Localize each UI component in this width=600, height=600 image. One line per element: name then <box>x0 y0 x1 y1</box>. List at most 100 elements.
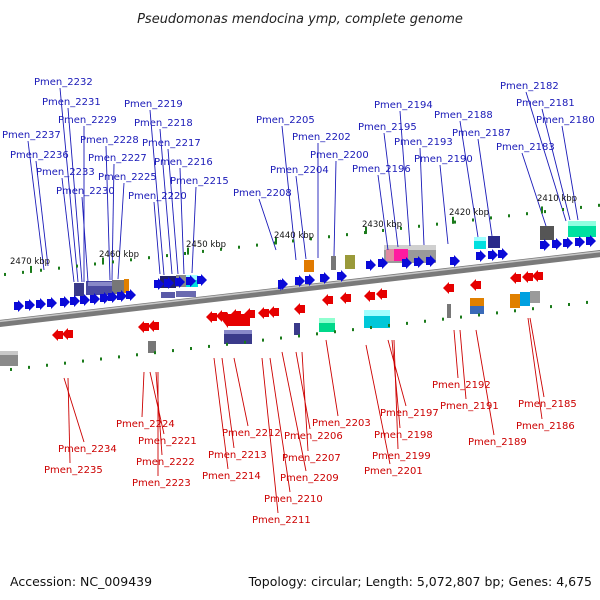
gene-label: Pmen_2237 <box>2 130 61 141</box>
domain-box <box>530 291 540 303</box>
reverse-gene-arrow <box>268 306 279 318</box>
scale-label: 2450 kbp <box>186 240 226 250</box>
domain-box <box>294 323 300 335</box>
gene-label: Pmen_2189 <box>468 437 527 448</box>
leader-line <box>383 132 399 248</box>
scale-label: 2440 kbp <box>274 231 314 241</box>
domain-box <box>394 249 408 261</box>
forward-gene-arrow <box>14 300 24 312</box>
tick-mark <box>82 359 84 363</box>
leader-line <box>365 344 391 465</box>
leader-line <box>541 108 571 221</box>
forward-gene-arrow <box>337 270 347 282</box>
tick-mark <box>184 252 186 256</box>
major-tick <box>102 257 104 265</box>
major-tick <box>365 226 367 234</box>
gene-label: Pmen_2233 <box>36 167 95 178</box>
tick-mark <box>382 228 384 232</box>
gene-label: Pmen_2214 <box>202 471 261 482</box>
leader-line <box>261 357 279 514</box>
tick-mark <box>454 220 456 224</box>
reverse-gene-arrow <box>340 292 351 304</box>
leader-line <box>333 160 337 257</box>
domain-box <box>384 245 436 250</box>
tick-mark <box>580 205 582 209</box>
leader-line <box>141 371 145 418</box>
gene-label: Pmen_2227 <box>88 153 147 164</box>
leader-line <box>149 109 165 276</box>
gene-label: Pmen_2234 <box>58 444 117 455</box>
tick-mark <box>544 210 546 214</box>
leader-line <box>167 148 179 275</box>
leader-line <box>159 128 173 275</box>
domain-boxes <box>0 221 596 366</box>
gene-label: Pmen_2188 <box>434 110 493 121</box>
tick-mark <box>442 317 444 321</box>
forward-gene-arrow <box>305 274 315 286</box>
tick-mark <box>220 247 222 251</box>
reverse-gene-arrow <box>532 270 543 282</box>
forward-gene-arrow <box>378 257 388 269</box>
gene-label: Pmen_2217 <box>142 138 201 149</box>
gene-label: Pmen_2212 <box>222 428 281 439</box>
scale-labels: 2470 kbp 2460 kbp 2450 kbp 2440 kbp 2430 kbp… <box>10 194 577 267</box>
gene-label: Pmen_2191 <box>440 401 499 412</box>
gene-label: Pmen_2187 <box>452 128 511 139</box>
domain-box <box>470 306 484 314</box>
leader-line <box>191 186 197 274</box>
gene-label: Pmen_2204 <box>270 165 329 176</box>
leader-line <box>477 138 493 237</box>
domain-box <box>510 294 520 308</box>
leader-line <box>269 357 291 493</box>
tick-mark <box>316 332 318 336</box>
gene-label: Pmen_2208 <box>233 188 292 199</box>
tick-mark <box>190 347 192 351</box>
gene-label: Pmen_2215 <box>170 176 229 187</box>
tick-mark <box>598 203 600 207</box>
tick-mark <box>478 313 480 317</box>
leader-line <box>453 329 459 379</box>
gene-label: Pmen_2182 <box>500 81 559 92</box>
forward-gene-arrow <box>402 257 412 269</box>
leader-line <box>399 110 411 247</box>
scale-ticks <box>4 203 600 371</box>
forward-gene-arrow <box>117 290 127 302</box>
forward-gene-arrow <box>476 250 486 262</box>
domain-box <box>331 256 336 270</box>
tick-mark <box>172 349 174 353</box>
tick-mark <box>586 300 588 304</box>
gene-label: Pmen_2216 <box>154 157 213 168</box>
tick-mark <box>490 216 492 220</box>
reverse-gene-arrow <box>470 279 481 291</box>
domain-box <box>319 318 335 323</box>
leader-line <box>35 160 49 267</box>
gene-label: Pmen_2200 <box>310 150 369 161</box>
forward-gene-arrow <box>80 294 90 306</box>
gene-label: Pmen_2232 <box>34 77 93 88</box>
domain-box <box>470 298 484 306</box>
forward-gene-arrow <box>563 237 573 249</box>
leader-line <box>475 329 495 436</box>
gene-label: Pmen_2223 <box>132 478 191 489</box>
scale-label: 2430 kbp <box>362 220 402 230</box>
gene-label: Pmen_2197 <box>380 408 439 419</box>
genome-backbone <box>0 250 600 327</box>
reverse-gene-arrow <box>322 294 333 306</box>
tick-mark <box>508 214 510 218</box>
forward-gene-arrow <box>197 274 207 286</box>
gene-label: Pmen_2194 <box>374 100 433 111</box>
leader-line <box>295 351 311 430</box>
leader-line <box>281 125 297 261</box>
tick-mark <box>4 272 6 276</box>
forward-gene-arrow <box>36 298 46 310</box>
forward-gene-arrow <box>295 275 305 287</box>
domain-box <box>474 237 486 241</box>
reverse-gene-arrow <box>148 320 159 332</box>
gene-label: Pmen_2181 <box>516 98 575 109</box>
leader-line <box>439 164 449 245</box>
tick-mark <box>310 237 312 241</box>
tick-mark <box>568 303 570 307</box>
leader-line <box>377 174 389 251</box>
tick-mark <box>22 270 24 274</box>
forward-gene-arrow <box>47 297 57 309</box>
